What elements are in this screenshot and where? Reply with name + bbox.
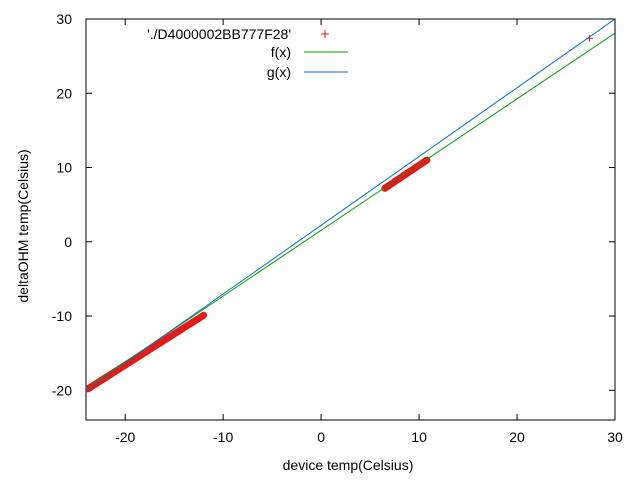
legend-entry: g(x) — [267, 64, 348, 80]
y-tick-label: 0 — [64, 234, 72, 250]
x-tick-label: 20 — [509, 429, 525, 445]
data-point — [421, 157, 429, 165]
data-point — [164, 334, 172, 342]
x-tick-label: 0 — [317, 429, 325, 445]
data-point — [397, 172, 405, 180]
data-point — [386, 181, 394, 189]
data-point — [98, 377, 106, 385]
data-point — [394, 175, 402, 183]
data-point — [125, 359, 133, 367]
data-point — [586, 34, 594, 42]
data-point — [382, 184, 390, 192]
data-point — [149, 343, 157, 351]
data-point — [172, 329, 180, 337]
data-point — [113, 366, 121, 374]
data-point — [199, 312, 207, 320]
data-point — [160, 337, 168, 345]
data-point — [176, 326, 184, 334]
data-point — [405, 167, 413, 175]
tick-marks — [86, 18, 616, 420]
data-point — [413, 162, 421, 170]
data-point — [137, 351, 145, 359]
data-point — [109, 368, 117, 376]
y-tick-label: -10 — [52, 308, 72, 324]
x-tick-label: -20 — [115, 429, 135, 445]
data-point — [409, 164, 417, 172]
legend-label: f(x) — [271, 44, 291, 60]
data-point — [90, 381, 98, 389]
data-point — [106, 371, 114, 379]
series-group — [86, 19, 615, 393]
legend-label: g(x) — [267, 64, 291, 80]
data-point — [141, 348, 149, 356]
legend-entry: f(x) — [271, 44, 348, 60]
data-point — [417, 159, 425, 167]
y-axis-label: deltaOHM temp(Celsius) — [15, 149, 31, 302]
legend-entry: './D4000002BB777F28' — [147, 26, 329, 42]
data-point — [188, 319, 196, 327]
data-point — [192, 316, 200, 324]
data-point — [94, 380, 102, 388]
y-tick-label: 10 — [56, 160, 72, 176]
x-tick-label: 30 — [607, 429, 623, 445]
legend-label: './D4000002BB777F28' — [147, 26, 291, 42]
y-tick-labels: -20 -10 0 10 20 30 — [52, 11, 72, 398]
plot-area — [86, 19, 615, 393]
data-point — [129, 357, 137, 365]
data-point — [117, 364, 125, 372]
data-point — [102, 374, 110, 382]
legend: './D4000002BB777F28' f(x) g(x) — [147, 26, 348, 80]
y-tick-label: 30 — [56, 11, 72, 27]
data-point — [401, 169, 409, 177]
y-tick-label: -20 — [52, 382, 72, 398]
data-point — [184, 322, 192, 330]
x-axis-label: device temp(Celsius) — [283, 457, 414, 473]
data-point — [153, 341, 161, 349]
data-point — [86, 383, 94, 391]
x-tick-label: 10 — [411, 429, 427, 445]
data-point — [180, 324, 188, 332]
plot-border — [85, 18, 616, 421]
data-point — [156, 339, 164, 347]
x-tick-label: -10 — [213, 429, 233, 445]
y-tick-label: 20 — [56, 85, 72, 101]
data-point — [390, 178, 398, 186]
data-point — [145, 346, 153, 354]
data-point — [133, 354, 141, 362]
data-point — [121, 361, 129, 369]
data-point — [168, 331, 176, 339]
x-tick-labels: -20 -10 0 10 20 30 — [115, 429, 623, 445]
line-g — [86, 19, 615, 391]
